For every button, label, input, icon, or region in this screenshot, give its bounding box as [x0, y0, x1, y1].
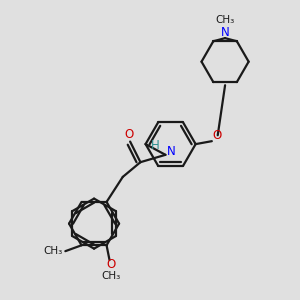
Text: N: N — [167, 146, 176, 158]
Text: CH₃: CH₃ — [43, 246, 62, 256]
Text: CH₃: CH₃ — [215, 15, 235, 25]
Text: O: O — [212, 129, 222, 142]
Text: O: O — [106, 258, 116, 271]
Text: H: H — [151, 140, 160, 152]
Text: O: O — [124, 128, 133, 141]
Text: CH₃: CH₃ — [101, 271, 121, 281]
Text: N: N — [221, 26, 230, 39]
